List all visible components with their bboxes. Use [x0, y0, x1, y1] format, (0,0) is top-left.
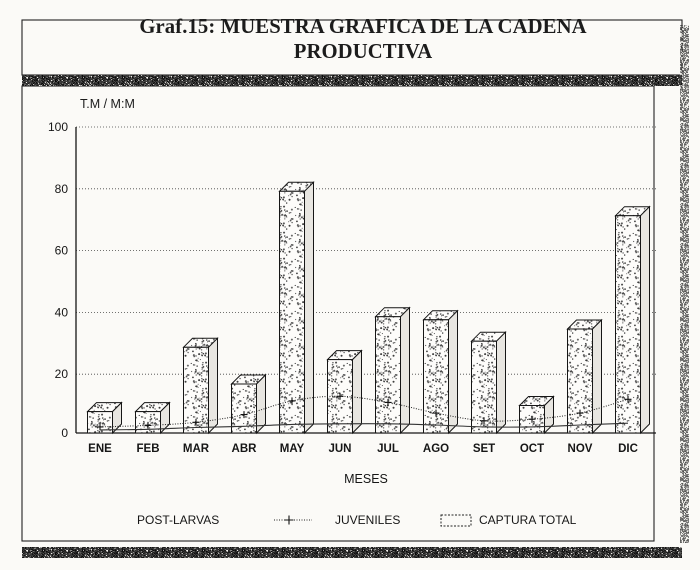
svg-text:MAR: MAR: [183, 443, 210, 455]
svg-text:Graf.15: MUESTRA GRAFICA DE LA: Graf.15: MUESTRA GRAFICA DE LA CADENA: [139, 16, 586, 38]
svg-text:100: 100: [48, 120, 68, 134]
svg-text:OCT: OCT: [520, 443, 544, 455]
svg-text:ENE: ENE: [88, 443, 112, 455]
svg-text:PRODUCTIVA: PRODUCTIVA: [294, 41, 433, 63]
svg-text:MESES: MESES: [344, 472, 388, 486]
svg-text:POST-LARVAS: POST-LARVAS: [137, 513, 219, 527]
svg-text:60: 60: [55, 244, 69, 258]
svg-text:NOV: NOV: [568, 443, 593, 455]
svg-text:JUVENILES: JUVENILES: [335, 513, 400, 527]
svg-text:0: 0: [61, 426, 68, 440]
svg-text:20: 20: [55, 367, 69, 381]
svg-text:ABR: ABR: [232, 443, 258, 455]
svg-text:80: 80: [55, 182, 69, 196]
svg-text:AGO: AGO: [423, 443, 449, 455]
svg-text:40: 40: [55, 305, 69, 319]
svg-text:MAY: MAY: [280, 443, 305, 455]
svg-text:JUN: JUN: [328, 443, 351, 455]
svg-text:T.M / M:M: T.M / M:M: [80, 97, 135, 111]
svg-text:CAPTURA TOTAL: CAPTURA TOTAL: [479, 513, 577, 527]
svg-text:FEB: FEB: [137, 443, 160, 455]
svg-text:DIC: DIC: [618, 443, 638, 455]
svg-text:JUL: JUL: [377, 443, 399, 455]
svg-text:SET: SET: [473, 443, 495, 455]
